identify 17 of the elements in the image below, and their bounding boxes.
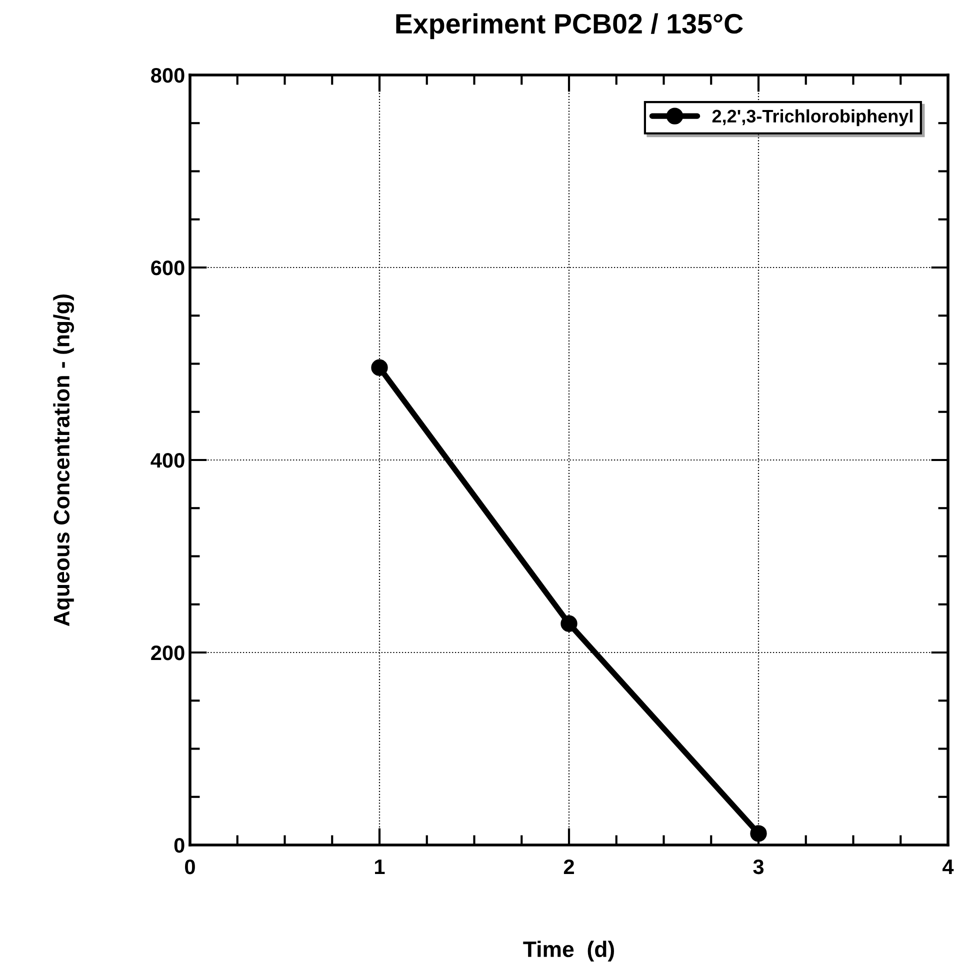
y-tick-label: 400: [150, 453, 184, 468]
y-tick-label: 0: [174, 838, 184, 853]
x-tick-label: 3: [753, 859, 764, 874]
point: [560, 615, 578, 632]
x-tick-label: 2: [564, 859, 574, 874]
x-tick-label: 1: [375, 860, 385, 874]
x-axis-title: Time (d): [523, 940, 614, 962]
point: [371, 359, 388, 376]
y-axis-title: Aqueous Concentration - (ng/g): [53, 294, 74, 626]
legend-label: 2,2',3-Trichlorobiphenyl: [712, 109, 912, 126]
y-tick-label: 800: [151, 68, 184, 83]
y-tick-label: 200: [151, 646, 184, 660]
point: [750, 825, 767, 842]
x-tick-label: 0: [185, 859, 195, 874]
chart-title: Experiment PCB02 / 135°C: [396, 13, 743, 40]
y-tick-label: 600: [151, 260, 184, 276]
x-tick-label: 4: [942, 860, 954, 874]
